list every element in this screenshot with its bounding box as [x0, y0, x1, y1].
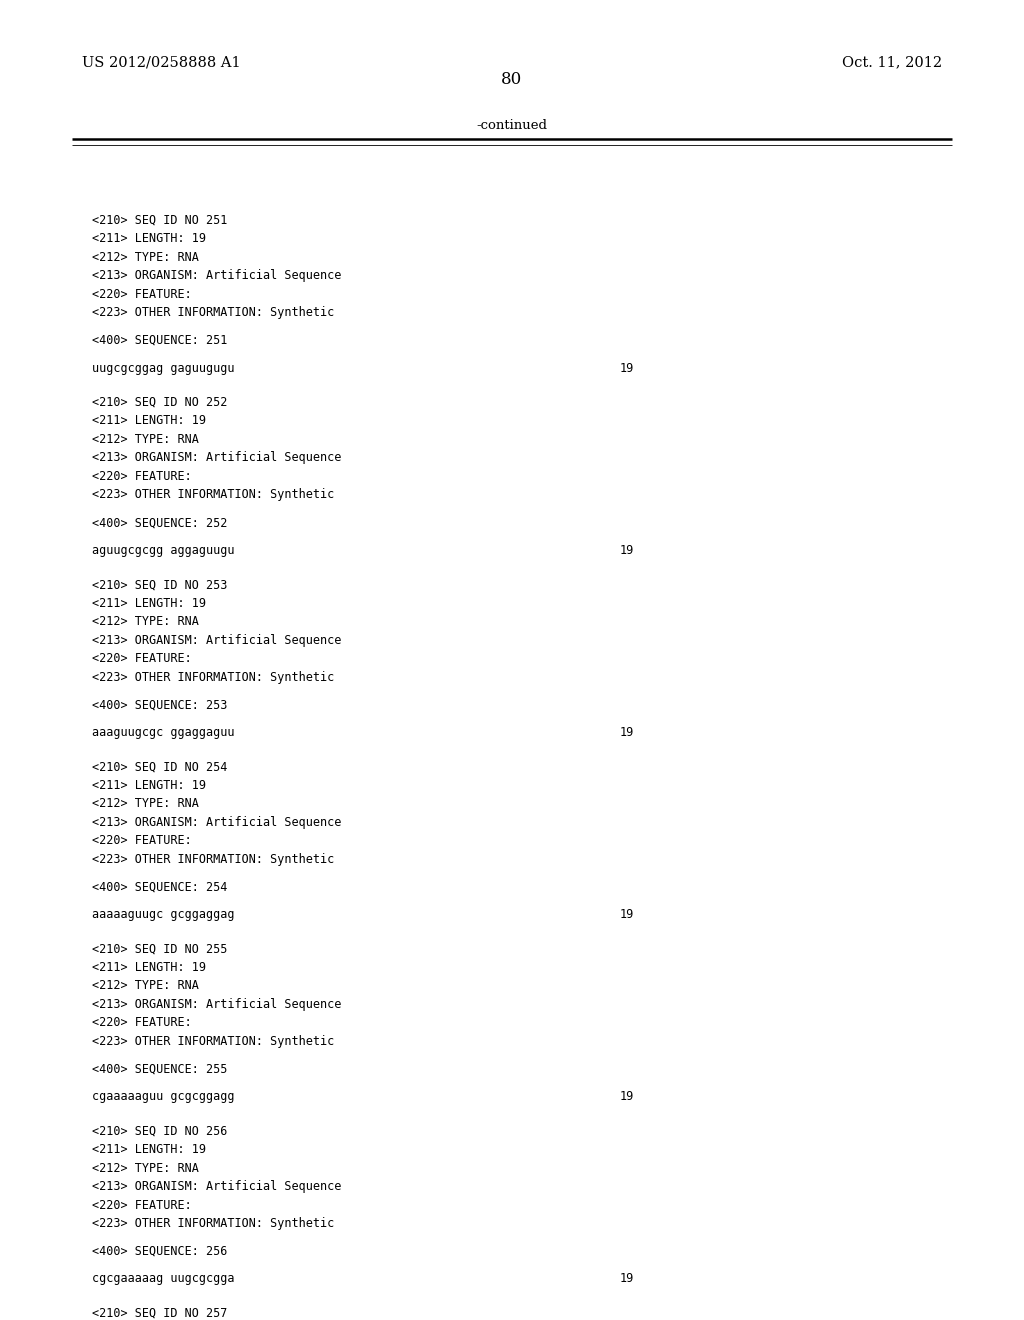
Text: <210> SEQ ID NO 251: <210> SEQ ID NO 251	[92, 214, 227, 227]
Text: 19: 19	[620, 908, 634, 921]
Text: <223> OTHER INFORMATION: Synthetic: <223> OTHER INFORMATION: Synthetic	[92, 488, 335, 502]
Text: 19: 19	[620, 362, 634, 375]
Text: <400> SEQUENCE: 252: <400> SEQUENCE: 252	[92, 516, 227, 529]
Text: US 2012/0258888 A1: US 2012/0258888 A1	[82, 55, 241, 70]
Text: <211> LENGTH: 19: <211> LENGTH: 19	[92, 414, 206, 428]
Text: aaaguugcgc ggaggaguu: aaaguugcgc ggaggaguu	[92, 726, 234, 739]
Text: <213> ORGANISM: Artificial Sequence: <213> ORGANISM: Artificial Sequence	[92, 1180, 342, 1193]
Text: <211> LENGTH: 19: <211> LENGTH: 19	[92, 232, 206, 246]
Text: 19: 19	[620, 1090, 634, 1104]
Text: 19: 19	[620, 544, 634, 557]
Text: <223> OTHER INFORMATION: Synthetic: <223> OTHER INFORMATION: Synthetic	[92, 853, 335, 866]
Text: <213> ORGANISM: Artificial Sequence: <213> ORGANISM: Artificial Sequence	[92, 634, 342, 647]
Text: 19: 19	[620, 1272, 634, 1286]
Text: <223> OTHER INFORMATION: Synthetic: <223> OTHER INFORMATION: Synthetic	[92, 671, 335, 684]
Text: -continued: -continued	[476, 119, 548, 132]
Text: <211> LENGTH: 19: <211> LENGTH: 19	[92, 597, 206, 610]
Text: <220> FEATURE:: <220> FEATURE:	[92, 652, 191, 665]
Text: <400> SEQUENCE: 251: <400> SEQUENCE: 251	[92, 334, 227, 347]
Text: <212> TYPE: RNA: <212> TYPE: RNA	[92, 1162, 199, 1175]
Text: <223> OTHER INFORMATION: Synthetic: <223> OTHER INFORMATION: Synthetic	[92, 306, 335, 319]
Text: uugcgcggag gaguugugu: uugcgcggag gaguugugu	[92, 362, 234, 375]
Text: <223> OTHER INFORMATION: Synthetic: <223> OTHER INFORMATION: Synthetic	[92, 1035, 335, 1048]
Text: <213> ORGANISM: Artificial Sequence: <213> ORGANISM: Artificial Sequence	[92, 269, 342, 282]
Text: <220> FEATURE:: <220> FEATURE:	[92, 1199, 191, 1212]
Text: <212> TYPE: RNA: <212> TYPE: RNA	[92, 615, 199, 628]
Text: <400> SEQUENCE: 256: <400> SEQUENCE: 256	[92, 1245, 227, 1258]
Text: <211> LENGTH: 19: <211> LENGTH: 19	[92, 1143, 206, 1156]
Text: <400> SEQUENCE: 255: <400> SEQUENCE: 255	[92, 1063, 227, 1076]
Text: <400> SEQUENCE: 253: <400> SEQUENCE: 253	[92, 698, 227, 711]
Text: <220> FEATURE:: <220> FEATURE:	[92, 288, 191, 301]
Text: <223> OTHER INFORMATION: Synthetic: <223> OTHER INFORMATION: Synthetic	[92, 1217, 335, 1230]
Text: <211> LENGTH: 19: <211> LENGTH: 19	[92, 779, 206, 792]
Text: <213> ORGANISM: Artificial Sequence: <213> ORGANISM: Artificial Sequence	[92, 816, 342, 829]
Text: aguugcgcgg aggaguugu: aguugcgcgg aggaguugu	[92, 544, 234, 557]
Text: <213> ORGANISM: Artificial Sequence: <213> ORGANISM: Artificial Sequence	[92, 451, 342, 465]
Text: cgaaaaaguu gcgcggagg: cgaaaaaguu gcgcggagg	[92, 1090, 234, 1104]
Text: <210> SEQ ID NO 254: <210> SEQ ID NO 254	[92, 760, 227, 774]
Text: <213> ORGANISM: Artificial Sequence: <213> ORGANISM: Artificial Sequence	[92, 998, 342, 1011]
Text: <212> TYPE: RNA: <212> TYPE: RNA	[92, 433, 199, 446]
Text: <210> SEQ ID NO 253: <210> SEQ ID NO 253	[92, 578, 227, 591]
Text: <212> TYPE: RNA: <212> TYPE: RNA	[92, 797, 199, 810]
Text: <220> FEATURE:: <220> FEATURE:	[92, 834, 191, 847]
Text: Oct. 11, 2012: Oct. 11, 2012	[842, 55, 942, 70]
Text: 19: 19	[620, 726, 634, 739]
Text: <400> SEQUENCE: 254: <400> SEQUENCE: 254	[92, 880, 227, 894]
Text: <220> FEATURE:: <220> FEATURE:	[92, 470, 191, 483]
Text: <210> SEQ ID NO 257: <210> SEQ ID NO 257	[92, 1307, 227, 1320]
Text: 80: 80	[502, 71, 522, 88]
Text: <210> SEQ ID NO 255: <210> SEQ ID NO 255	[92, 942, 227, 956]
Text: <211> LENGTH: 19: <211> LENGTH: 19	[92, 961, 206, 974]
Text: <212> TYPE: RNA: <212> TYPE: RNA	[92, 979, 199, 993]
Text: <210> SEQ ID NO 256: <210> SEQ ID NO 256	[92, 1125, 227, 1138]
Text: <212> TYPE: RNA: <212> TYPE: RNA	[92, 251, 199, 264]
Text: cgcgaaaaag uugcgcgga: cgcgaaaaag uugcgcgga	[92, 1272, 234, 1286]
Text: <210> SEQ ID NO 252: <210> SEQ ID NO 252	[92, 396, 227, 409]
Text: aaaaaguugc gcggaggag: aaaaaguugc gcggaggag	[92, 908, 234, 921]
Text: <220> FEATURE:: <220> FEATURE:	[92, 1016, 191, 1030]
